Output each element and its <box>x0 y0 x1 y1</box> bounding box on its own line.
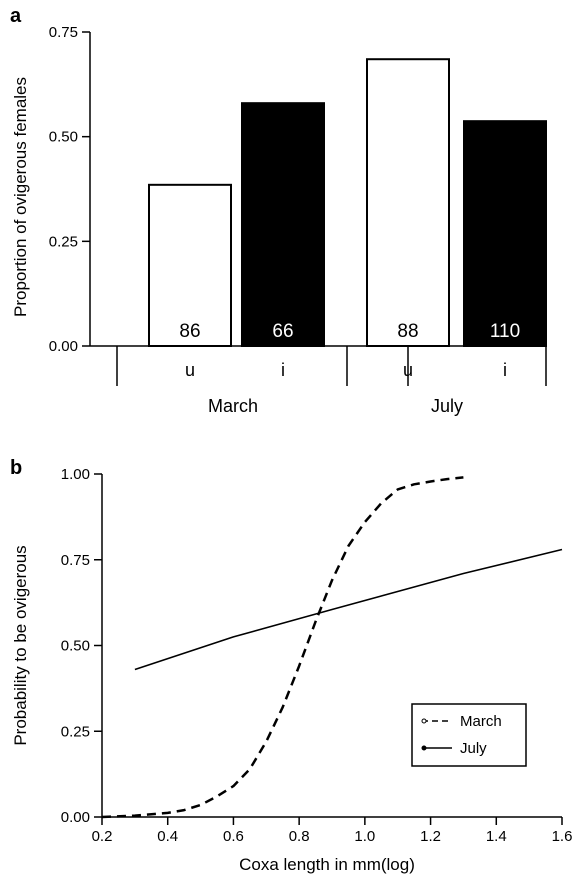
panel-b-line-chart: 0.00 0.25 0.50 0.75 1.00 0.2 0.4 0.6 0.8 1.0 1.2 1.… <box>11 466 572 874</box>
y-tick-label: 0.75 <box>49 24 78 41</box>
x-tick-label: 0.2 <box>92 828 113 845</box>
x-tick-label: 1.2 <box>420 828 441 845</box>
legend: March July <box>411 703 527 767</box>
y-tick-label: 0.25 <box>49 233 78 250</box>
bar-count-label: 66 <box>272 321 293 342</box>
bar <box>148 183 232 347</box>
x-tick-label: 1.0 <box>354 828 375 845</box>
x-category-label: i <box>503 360 507 380</box>
x-tick-label: 0.8 <box>289 828 310 845</box>
y-tick-label: 1.00 <box>61 466 90 483</box>
y-tick-label: 0.50 <box>49 129 78 146</box>
x-group-label: March <box>208 396 258 416</box>
x-category-label: i <box>281 360 285 380</box>
x-tick-label: 1.6 <box>552 828 573 845</box>
bar <box>366 58 450 347</box>
y-tick-label: 0.50 <box>61 638 90 655</box>
y-axis-title: Probability to be ovigerous <box>11 545 30 745</box>
y-tick-label: 0.25 <box>61 723 90 740</box>
panel-a-label: a <box>10 5 22 27</box>
y-tick-label: 0.00 <box>49 338 78 355</box>
x-category-label: u <box>403 360 413 380</box>
x-group-label: July <box>431 396 463 416</box>
legend-label-july: July <box>460 740 487 757</box>
panel-a-bar-chart: 0.00 0.25 0.50 0.75 Proportion of ovigerous … <box>11 24 547 416</box>
legend-label-march: March <box>460 713 502 730</box>
legend-marker <box>421 718 427 724</box>
bar-count-label: 86 <box>179 321 200 342</box>
series-line-july <box>134 548 563 671</box>
x-tick-label: 1.4 <box>486 828 507 845</box>
y-tick-label: 0.75 <box>61 552 90 569</box>
bar <box>463 120 547 348</box>
x-category-label: u <box>185 360 195 380</box>
x-tick-label: 0.6 <box>223 828 244 845</box>
series-line-march <box>101 476 464 819</box>
legend-marker <box>421 745 427 751</box>
y-axis-title: Proportion of ovigerous females <box>11 77 30 317</box>
bar-count-label: 88 <box>397 321 418 342</box>
y-tick-label: 0.00 <box>61 809 90 826</box>
bar <box>241 102 325 347</box>
x-tick-label: 0.4 <box>157 828 178 845</box>
panel-b-label: b <box>10 457 22 479</box>
legend-box <box>411 703 527 767</box>
bar-count-label: 110 <box>490 321 520 342</box>
x-axis-title: Coxa length in mm(log) <box>239 855 415 874</box>
